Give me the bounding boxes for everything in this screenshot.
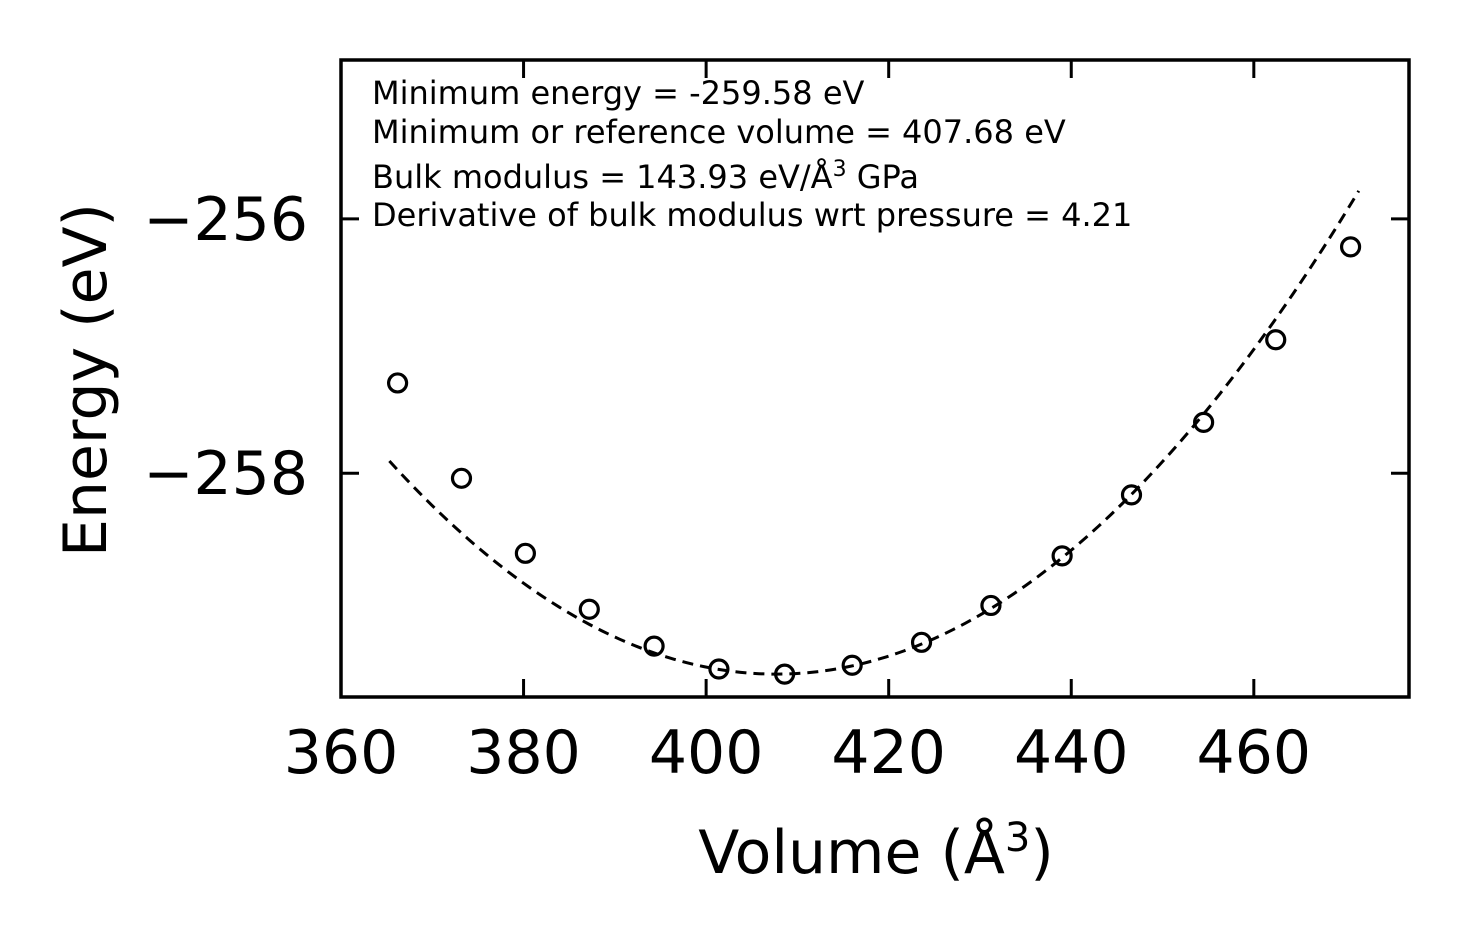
data-point (578, 598, 600, 620)
plot-frame (339, 58, 1411, 699)
data-point (450, 467, 473, 489)
x-tick-label: 440 (1014, 718, 1129, 788)
data-point (774, 663, 796, 685)
annotation-min-energy: Minimum energy = -259.58 eV (372, 74, 865, 112)
data-point (1120, 484, 1143, 506)
bulk-modulus-sup: 3 (833, 157, 847, 182)
x-axis-label-sup: 3 (1005, 815, 1030, 861)
x-tick-label: 420 (831, 718, 946, 788)
annotation-ref-volume: Minimum or reference volume = 407.68 eV (372, 113, 1066, 151)
data-point (841, 654, 863, 676)
x-tick-label: 360 (284, 718, 399, 788)
bulk-modulus-text: Bulk modulus = 143.93 eV/Å (372, 158, 833, 196)
annotation-bulk-modulus: Bulk modulus = 143.93 eV/Å3 GPa (372, 157, 919, 196)
data-point (1193, 411, 1215, 433)
annotation-bulk-derivative: Derivative of bulk modulus wrt pressure … (372, 196, 1132, 234)
bulk-modulus-unit: GPa (847, 158, 919, 196)
x-axis-label: Volume (Å3) (698, 815, 1054, 888)
x-axis-label-close: ) (1030, 818, 1053, 888)
data-point (1339, 236, 1362, 258)
data-point (1265, 329, 1287, 351)
x-tick-label: 380 (466, 718, 581, 788)
y-axis-ticks: −256 −258 (143, 185, 1409, 509)
data-point (1051, 545, 1073, 567)
x-axis-ticks: 360 380 400 420 440 460 (284, 60, 1311, 788)
x-tick-label: 400 (649, 718, 764, 788)
fit-curve (388, 190, 1361, 676)
data-point (643, 635, 665, 657)
y-tick-label: −258 (143, 439, 308, 509)
data-point (708, 658, 730, 680)
fit-annotations: Minimum energy = -259.58 eV Minimum or r… (372, 74, 1132, 234)
y-tick-label: −256 (143, 185, 308, 255)
x-tick-label: 460 (1197, 718, 1312, 788)
plot-content (386, 190, 1362, 685)
y-axis-label: Energy (eV) (51, 203, 121, 557)
data-point (514, 542, 536, 564)
x-axis-label-text: Volume (Å (698, 817, 1005, 888)
data-point (910, 631, 933, 653)
data-point (980, 594, 1002, 617)
data-point (386, 372, 409, 394)
